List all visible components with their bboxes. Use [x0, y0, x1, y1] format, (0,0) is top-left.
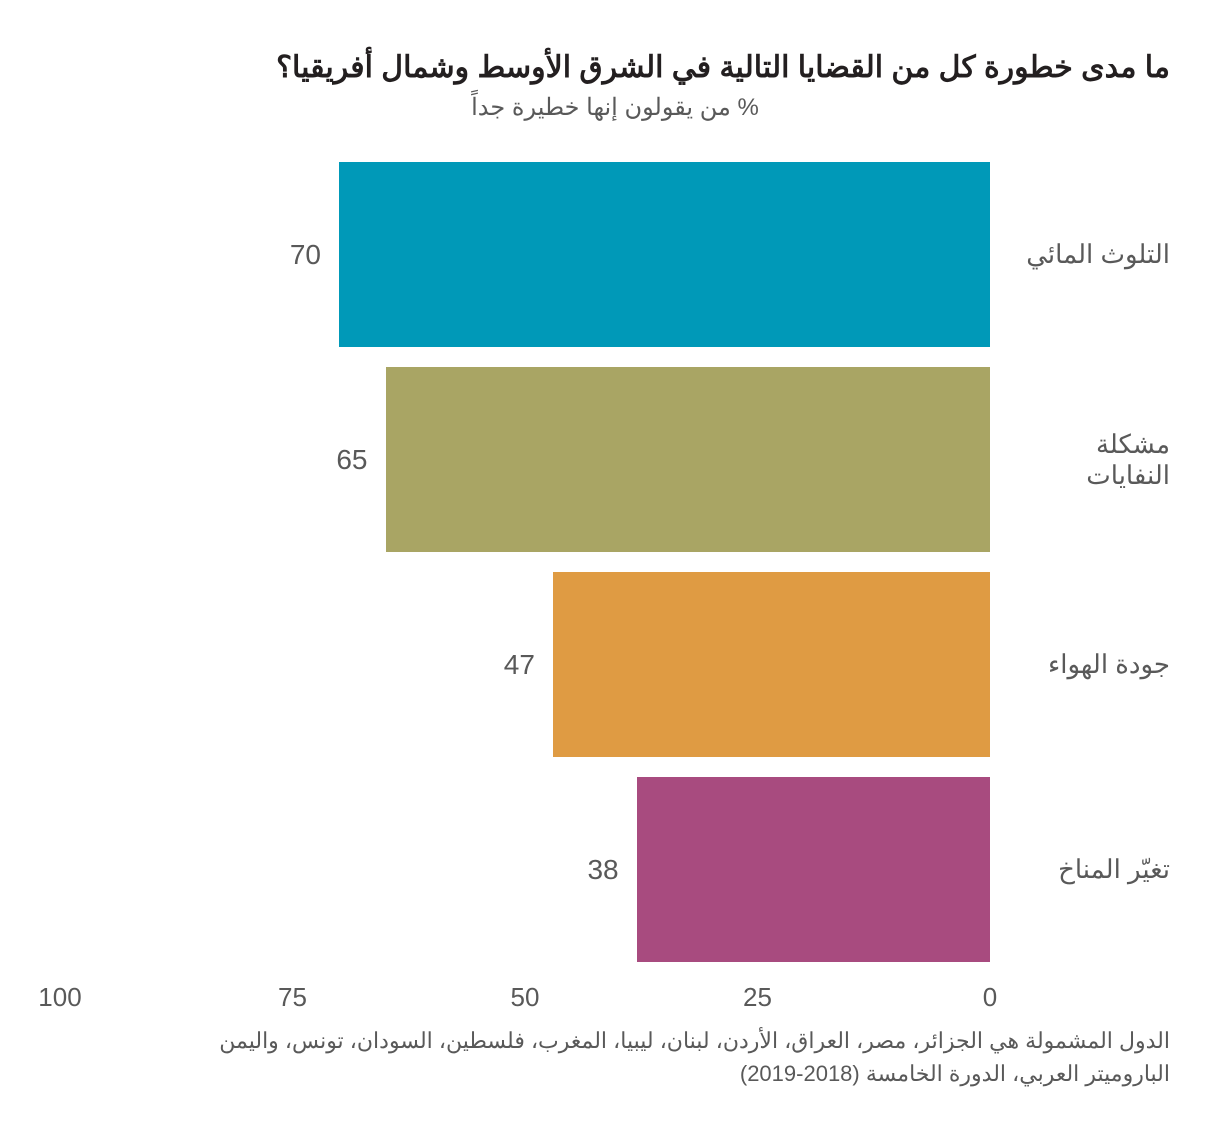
category-label: مشكلة النفايات — [990, 429, 1170, 491]
category-label: جودة الهواء — [990, 649, 1170, 680]
bar-value: 38 — [587, 854, 618, 886]
bar-fill — [386, 367, 991, 552]
category-label: تغيّر المناخ — [990, 854, 1170, 885]
category-label: التلوث المائي — [990, 239, 1170, 270]
axis-tick: 50 — [511, 982, 540, 1013]
bar-value: 65 — [336, 444, 367, 476]
bar-row: التلوث المائي 70 — [60, 162, 1170, 347]
axis-tick: 100 — [38, 982, 81, 1013]
bar-track: 38 — [60, 777, 990, 962]
bar-track: 70 — [60, 162, 990, 347]
bar-value: 47 — [504, 649, 535, 681]
chart-plot-area: التلوث المائي 70 مشكلة النفايات 65 جودة الهو… — [60, 162, 1170, 962]
bar-fill — [637, 777, 990, 962]
bar-track: 47 — [60, 572, 990, 757]
footnote: الدول المشمولة هي الجزائر، مصر، العراق، … — [60, 1024, 1170, 1090]
axis-tick: 75 — [278, 982, 307, 1013]
bar-fill — [339, 162, 990, 347]
footnote-line-2: الباروميتر العربي، الدورة الخامسة (2018-… — [60, 1057, 1170, 1090]
axis-ticks: 0255075100 — [60, 982, 990, 1012]
chart-container: ما مدى خطورة كل من القضايا التالية في ال… — [60, 50, 1170, 1090]
axis-tick: 25 — [743, 982, 772, 1013]
chart-title: ما مدى خطورة كل من القضايا التالية في ال… — [60, 50, 1170, 85]
footnote-line-1: الدول المشمولة هي الجزائر، مصر، العراق، … — [60, 1024, 1170, 1057]
chart-subtitle: % من يقولون إنها خطيرة جداً — [60, 93, 1170, 122]
bar-row: مشكلة النفايات 65 — [60, 367, 1170, 552]
bar-fill — [553, 572, 990, 757]
axis-row: 0255075100 — [60, 982, 1170, 1012]
bar-value: 70 — [290, 239, 321, 271]
bar-row: تغيّر المناخ 38 — [60, 777, 1170, 962]
axis-tick: 0 — [983, 982, 997, 1013]
bar-track: 65 — [60, 367, 990, 552]
axis-spacer — [990, 982, 1170, 1012]
bar-row: جودة الهواء 47 — [60, 572, 1170, 757]
